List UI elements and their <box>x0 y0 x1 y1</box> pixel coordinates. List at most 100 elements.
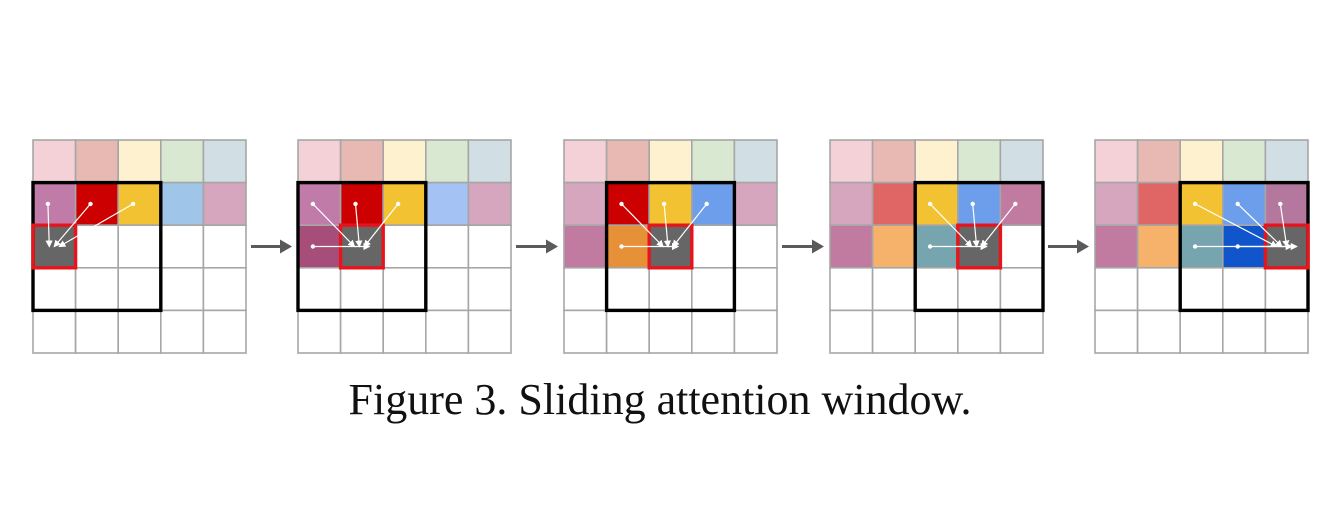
grid-cell <box>32 309 77 354</box>
query-cell-border <box>31 223 78 270</box>
attention-arrow <box>927 242 988 251</box>
grid-cell <box>648 181 693 227</box>
attention-arrow <box>980 201 1018 248</box>
grid-cell <box>999 266 1044 312</box>
grid-cell <box>956 309 1002 354</box>
attention-arrow <box>53 201 93 248</box>
attention-arrow <box>619 242 680 251</box>
grid-cell <box>871 224 916 269</box>
attention-arrow <box>1192 201 1278 248</box>
grid-cell <box>914 266 959 312</box>
grid-cell <box>1179 266 1224 312</box>
grid-cell <box>563 224 608 269</box>
grid-cell <box>733 266 778 312</box>
grid-cell <box>297 309 342 354</box>
attention-window <box>604 180 737 313</box>
grid-cell <box>424 266 470 312</box>
grid-cell <box>829 224 874 269</box>
grid-cell <box>1264 181 1309 227</box>
grid-cell <box>690 181 736 227</box>
grid-cell <box>1094 224 1139 269</box>
grid-cell <box>74 139 119 184</box>
grid-cell <box>160 266 205 312</box>
grid-cell <box>1136 224 1181 269</box>
grid-cell <box>160 181 205 227</box>
grid-cell <box>999 224 1044 269</box>
grid-cell <box>467 224 512 269</box>
grid-cell <box>1094 181 1139 227</box>
attention-arrow <box>1278 201 1290 248</box>
attention-step-4 <box>829 139 1045 354</box>
grid-cell <box>424 224 470 269</box>
grid-cell <box>382 309 427 354</box>
attention-arrow <box>58 201 136 248</box>
grid-cell <box>956 266 1002 312</box>
attention-arrow <box>619 201 664 248</box>
grid-cell <box>382 139 427 184</box>
grid-cell <box>871 181 916 227</box>
grid-cell <box>829 266 874 312</box>
grid-cell <box>733 224 778 269</box>
grid-cell <box>297 139 342 184</box>
grid-cell <box>733 139 778 184</box>
grid-cell <box>1222 181 1267 227</box>
grid-cell <box>871 266 916 312</box>
grid-cell <box>297 181 342 227</box>
grid-cell <box>690 139 736 184</box>
grid-cell <box>117 309 162 354</box>
grid-cell <box>32 139 77 184</box>
attention-window <box>913 180 1045 313</box>
grid-cell <box>1264 266 1309 312</box>
grid-cell <box>1136 309 1181 354</box>
grid-cell <box>914 181 959 227</box>
grid-cell <box>733 181 778 227</box>
grid-cell <box>424 309 470 354</box>
grid-cell <box>1179 309 1224 354</box>
grid-cell <box>871 139 916 184</box>
grid-cell <box>32 181 77 227</box>
grid-cell <box>1179 181 1224 227</box>
grid-cell <box>914 309 959 354</box>
attention-arrow <box>970 201 980 248</box>
grid-cell <box>690 224 736 269</box>
grid-cell <box>605 266 650 312</box>
grid-cell <box>1136 181 1181 227</box>
grid-cell <box>32 266 77 312</box>
attention-step-3 <box>563 139 778 354</box>
figure-caption: Figure 3. Sliding attention window. <box>348 375 972 424</box>
grid-cell <box>382 224 427 269</box>
grid-cell <box>1264 309 1309 354</box>
grid-cell <box>467 309 512 354</box>
grid-cell <box>467 139 512 184</box>
grid-cell <box>999 309 1044 354</box>
grid-cell <box>1179 139 1224 184</box>
grid-cell <box>382 181 427 227</box>
grid-cell <box>733 309 778 354</box>
attention-arrow <box>310 242 371 251</box>
grid-cell <box>829 139 874 184</box>
right-arrow-icon <box>782 239 824 254</box>
grid-cell <box>999 139 1044 184</box>
attention-arrow <box>661 201 672 248</box>
grid-cell <box>382 266 427 312</box>
grid-cell <box>563 139 608 184</box>
grid-cell <box>829 309 874 354</box>
grid-cell <box>202 266 247 312</box>
grid-cell <box>690 266 736 312</box>
right-arrow-icon <box>516 239 558 254</box>
grid-cell <box>424 181 470 227</box>
grid-cell <box>1222 309 1267 354</box>
grid-cell <box>297 266 342 312</box>
grid-cell <box>202 309 247 354</box>
grid-cell <box>648 139 693 184</box>
grid-cell <box>339 181 385 227</box>
grid-cell <box>160 309 205 354</box>
attention-arrow <box>927 201 973 248</box>
grid-cell <box>605 139 650 184</box>
attention-window <box>296 180 428 313</box>
grid-cell <box>648 309 693 354</box>
grid-cell <box>563 181 608 227</box>
grid-cell <box>424 139 470 184</box>
attention-step-1 <box>31 139 247 354</box>
